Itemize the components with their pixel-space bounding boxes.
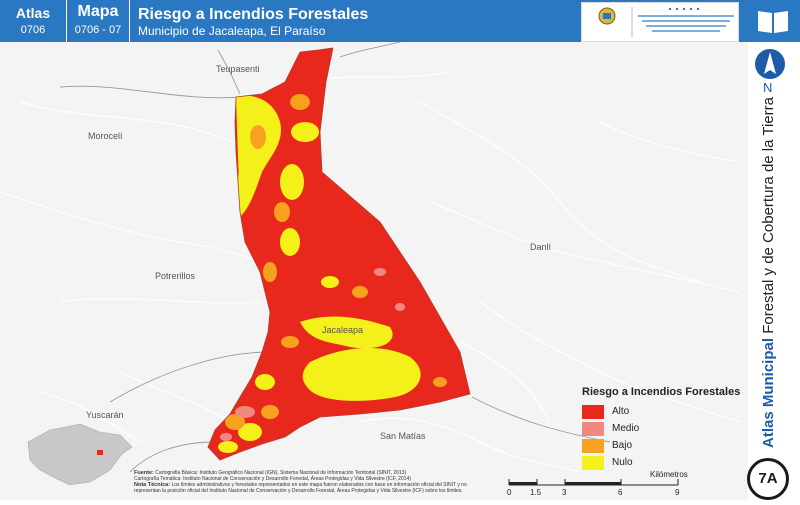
north-label: N bbox=[763, 80, 773, 95]
book-icon bbox=[748, 2, 798, 40]
map-label: Mapa bbox=[77, 3, 119, 20]
note-label: Nota Técnica: bbox=[134, 482, 171, 488]
atlas-code: 0706 bbox=[20, 24, 46, 36]
scale-tick-2: 3 bbox=[562, 488, 567, 497]
scale-tick-4: 9 bbox=[675, 488, 680, 497]
municipality-outline bbox=[207, 47, 471, 461]
honduras-locator-inset bbox=[27, 423, 133, 486]
page-title: Riesgo a Incendios Forestales bbox=[138, 6, 369, 23]
map-area: Teupasenti Morocelí Potrerillos Danlí Ja… bbox=[0, 41, 748, 500]
legend-swatch bbox=[582, 422, 604, 436]
note-text: Los límites administrativos y forestales… bbox=[134, 482, 467, 494]
atlas-cell: Atlas 0706 bbox=[0, 0, 67, 42]
source-text: Fuente: Cartografía Básica: Instituto Ge… bbox=[134, 470, 489, 494]
place-yuscaran: Yuscarán bbox=[86, 410, 124, 420]
institution-logos bbox=[581, 2, 739, 42]
scale-tick-3: 6 bbox=[618, 488, 623, 497]
map-code-cell: Mapa 0706 - 07 bbox=[67, 0, 130, 42]
vertical-title-rest: Forestal y de Cobertura de la Tierra bbox=[760, 97, 777, 338]
legend-label: Medio bbox=[612, 423, 640, 434]
place-san-matias: San Matías bbox=[380, 431, 426, 441]
legend-label: Alto bbox=[612, 406, 630, 417]
legend-label: Bajo bbox=[612, 440, 633, 451]
place-potrerillos: Potrerillos bbox=[155, 271, 196, 281]
place-jacaleapa: Jacaleapa bbox=[322, 325, 364, 335]
legend-swatch bbox=[582, 405, 604, 419]
source-label: Fuente: bbox=[134, 470, 154, 476]
atlas-vertical-title: Atlas Municipal Forestal y de Cobertura … bbox=[760, 97, 777, 448]
page-subtitle: Municipio de Jacaleapa, El Paraíso bbox=[138, 24, 326, 38]
map-code: 0706 - 07 bbox=[74, 24, 122, 36]
place-danli: Danlí bbox=[530, 242, 552, 252]
scale-bar bbox=[508, 479, 679, 486]
legend-swatch bbox=[582, 439, 604, 453]
place-teupasenti: Teupasenti bbox=[216, 64, 260, 74]
source-line-2: Cartografía Temática: Instituto Nacional… bbox=[134, 476, 411, 482]
atlas-label: Atlas bbox=[15, 5, 51, 21]
side-panel bbox=[748, 42, 800, 500]
scale-tick-0: 0 bbox=[507, 488, 512, 497]
place-moroceli: Morocelí bbox=[88, 131, 123, 141]
scale-unit: Kilómetros bbox=[650, 470, 688, 479]
header-bar: Atlas 0706 Mapa 0706 - 07 Riesgo a Incen… bbox=[0, 0, 800, 42]
legend-title: Riesgo a Incendios Forestales bbox=[582, 386, 741, 398]
map-canvas bbox=[0, 41, 748, 500]
legend-label: Nulo bbox=[612, 457, 633, 468]
vertical-title-bold: Atlas Municipal bbox=[760, 337, 777, 448]
source-line-1: Cartografía Básica: Instituto Geográfico… bbox=[155, 470, 407, 476]
logos-icon bbox=[598, 7, 734, 37]
map-number-badge: 7A bbox=[747, 458, 789, 500]
north-arrow-icon bbox=[755, 49, 785, 79]
legend-swatch bbox=[582, 456, 604, 470]
scale-tick-1: 1.5 bbox=[530, 488, 542, 497]
